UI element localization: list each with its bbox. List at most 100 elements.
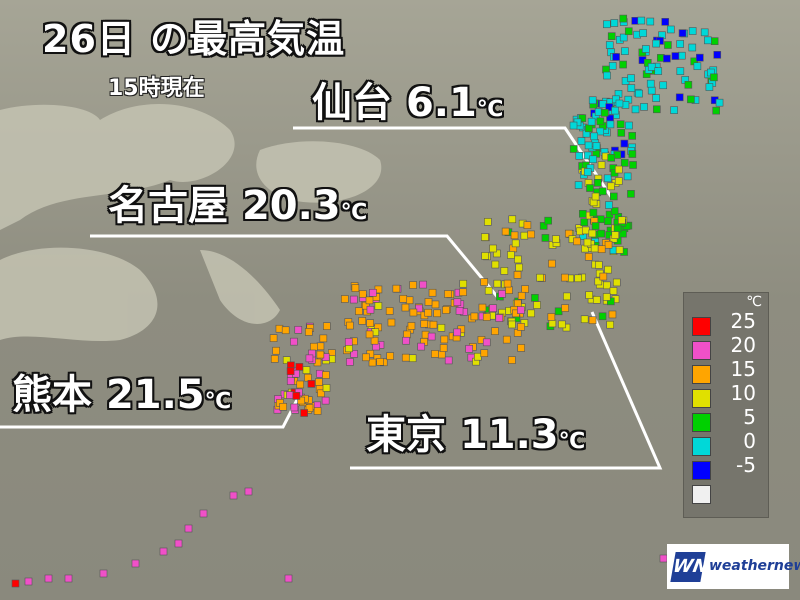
- legend-item: 20: [692, 335, 764, 361]
- station-marker: [317, 389, 325, 398]
- station-marker: [474, 352, 482, 361]
- station-marker: [481, 252, 489, 260]
- station-marker: [351, 284, 360, 292]
- station-marker: [659, 554, 668, 563]
- station-marker: [607, 32, 616, 41]
- station-marker: [663, 54, 671, 63]
- station-marker: [290, 403, 299, 412]
- station-marker: [159, 547, 168, 556]
- station-marker: [548, 319, 557, 328]
- station-marker: [671, 52, 680, 60]
- station-marker: [696, 53, 704, 62]
- station-marker: [484, 286, 493, 295]
- station-marker: [437, 350, 446, 359]
- station-marker: [615, 246, 624, 254]
- station-marker: [482, 313, 491, 321]
- station-marker: [713, 51, 722, 59]
- station-marker: [459, 279, 468, 288]
- temp-unit: ℃: [340, 200, 368, 225]
- logo-mark: WN: [670, 552, 710, 582]
- station-marker: [229, 491, 238, 500]
- station-marker: [366, 305, 375, 314]
- station-marker: [11, 579, 20, 588]
- station-marker: [491, 327, 499, 335]
- station-marker: [643, 59, 652, 67]
- station-marker: [493, 249, 501, 258]
- station-marker: [440, 335, 449, 344]
- station-marker: [558, 320, 566, 329]
- station-marker: [403, 330, 411, 339]
- legend-label: 10: [730, 381, 756, 405]
- legend-swatch: [692, 437, 711, 456]
- station-marker: [693, 62, 702, 71]
- station-marker: [505, 286, 513, 294]
- station-marker: [444, 290, 452, 298]
- station-marker: [607, 154, 616, 162]
- city-name: 仙台: [312, 80, 392, 126]
- station-marker: [514, 255, 522, 264]
- station-marker: [417, 342, 425, 351]
- station-marker: [603, 20, 611, 29]
- station-marker: [244, 487, 253, 496]
- legend-swatch: [692, 365, 711, 384]
- station-marker: [588, 96, 597, 105]
- station-marker: [503, 279, 512, 288]
- temperature-legend: ℃ 25 20 15 10 5 0 -5: [683, 292, 769, 518]
- station-marker: [517, 344, 525, 352]
- station-marker: [536, 273, 544, 282]
- station-marker: [355, 307, 363, 316]
- station-marker: [554, 307, 563, 316]
- station-marker: [628, 150, 637, 158]
- station-marker: [591, 192, 600, 201]
- station-marker: [290, 337, 298, 346]
- legend-item: 0: [692, 431, 764, 457]
- station-marker: [408, 354, 417, 363]
- legend-unit: ℃: [746, 294, 762, 310]
- station-marker: [465, 345, 473, 353]
- station-marker: [609, 192, 618, 201]
- station-marker: [24, 577, 33, 586]
- station-marker: [270, 355, 279, 363]
- station-marker: [675, 93, 684, 102]
- callout-kumamoto: 熊本 21.5℃: [12, 372, 231, 425]
- station-marker: [520, 231, 529, 240]
- station-marker: [607, 182, 615, 191]
- station-marker: [482, 338, 491, 347]
- station-marker: [597, 229, 606, 238]
- station-marker: [282, 356, 291, 364]
- station-marker: [631, 105, 640, 114]
- station-marker: [602, 293, 611, 301]
- station-marker: [652, 39, 661, 48]
- station-marker: [428, 288, 437, 297]
- station-marker: [592, 142, 601, 150]
- station-marker: [615, 99, 624, 108]
- station-marker: [419, 280, 427, 289]
- station-marker: [350, 295, 358, 304]
- legend-item: -5: [692, 455, 764, 481]
- legend-label: 25: [730, 309, 756, 333]
- station-marker: [199, 509, 208, 518]
- station-marker: [374, 302, 383, 310]
- station-marker: [415, 304, 423, 313]
- station-marker: [99, 569, 108, 578]
- station-marker: [507, 251, 515, 259]
- station-marker: [527, 230, 535, 239]
- temp-value: 21.5: [105, 372, 205, 418]
- station-marker: [292, 392, 301, 400]
- station-markers: [11, 14, 724, 588]
- station-marker: [597, 245, 606, 254]
- station-marker: [647, 63, 656, 71]
- station-marker: [710, 37, 719, 45]
- station-marker: [286, 377, 295, 385]
- station-marker: [480, 278, 489, 286]
- station-marker: [369, 288, 377, 297]
- station-marker: [387, 318, 396, 327]
- callout-tokyo: 東京 11.3℃: [366, 412, 585, 465]
- legend-item: 5: [692, 407, 764, 433]
- station-marker: [392, 284, 401, 293]
- station-marker: [517, 323, 525, 331]
- station-marker: [547, 313, 556, 321]
- station-marker: [653, 105, 661, 114]
- station-marker: [594, 178, 602, 187]
